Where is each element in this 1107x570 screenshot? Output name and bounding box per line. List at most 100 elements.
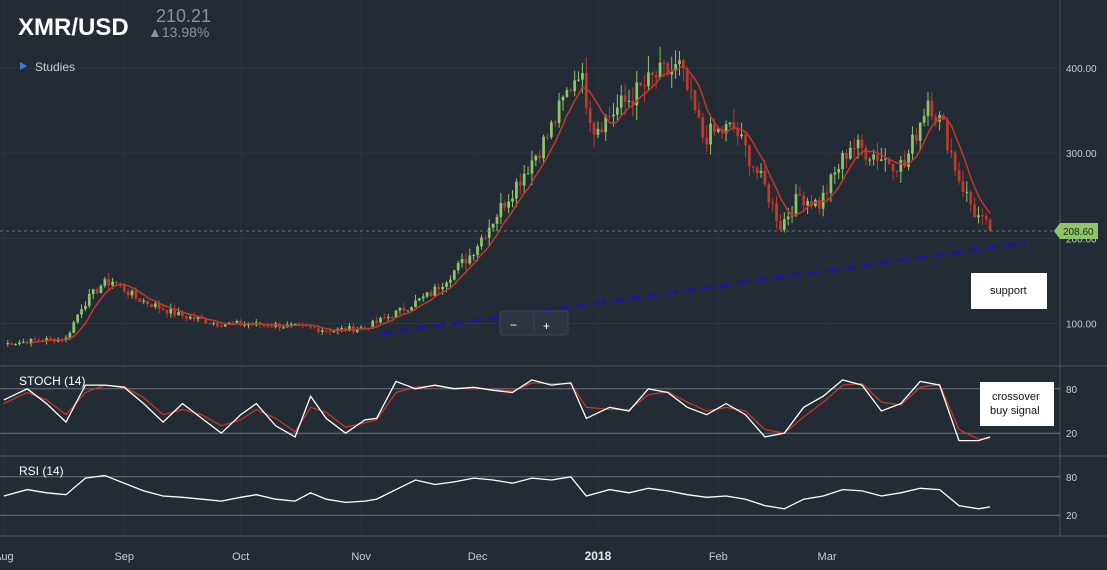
candle-body xyxy=(204,318,208,324)
oscillator-tick-label: 80 xyxy=(1066,385,1078,396)
candle-body xyxy=(398,307,402,311)
candle-body xyxy=(561,96,565,101)
candle-body xyxy=(437,286,441,290)
candle-body xyxy=(216,322,219,327)
oscillator-tick-label: 20 xyxy=(1066,429,1078,440)
crossover-note-line1: crossover xyxy=(992,391,1040,403)
candle-body xyxy=(460,259,464,264)
candle-body xyxy=(49,338,52,340)
candle-body xyxy=(779,221,782,230)
candle-body xyxy=(212,322,215,324)
candle-body xyxy=(848,147,852,159)
candle-body xyxy=(219,326,223,328)
candle-body xyxy=(980,215,984,217)
rsi-line xyxy=(3,474,991,510)
candle-body xyxy=(654,75,658,78)
play-icon xyxy=(20,62,27,70)
candle-body xyxy=(782,219,786,230)
candle-body xyxy=(433,286,437,297)
candle-body xyxy=(786,216,790,220)
candle-body xyxy=(37,339,41,341)
candle-body xyxy=(538,155,542,159)
candle-body xyxy=(573,80,577,92)
candle-body xyxy=(84,305,87,310)
candle-body xyxy=(429,292,433,297)
candle-body xyxy=(577,79,580,81)
candle-body xyxy=(856,139,860,149)
candle-body xyxy=(650,72,654,76)
candle-body xyxy=(612,114,615,117)
candle-body xyxy=(619,95,623,108)
candle-body xyxy=(549,122,553,138)
support-trendline xyxy=(380,240,1026,336)
candle-body xyxy=(472,255,476,257)
candle-body xyxy=(511,198,514,202)
candle-body xyxy=(188,316,192,319)
candle-body xyxy=(185,315,188,319)
candle-body xyxy=(247,324,250,326)
candle-body xyxy=(771,202,775,204)
candle-body xyxy=(91,289,95,295)
candle-body xyxy=(270,326,274,328)
candle-body xyxy=(845,153,848,159)
candle-body xyxy=(899,159,903,172)
candle-body xyxy=(709,123,712,145)
candle-body xyxy=(596,128,600,135)
candle-body xyxy=(328,330,332,332)
candle-body xyxy=(29,338,33,344)
candle-body xyxy=(515,181,518,199)
candle-body xyxy=(445,282,448,287)
candle-body xyxy=(522,173,526,186)
candle-body xyxy=(165,309,169,314)
candle-body xyxy=(546,136,549,138)
candle-body xyxy=(394,310,398,318)
candle-body xyxy=(759,170,763,173)
candle-body xyxy=(33,338,37,340)
time-tick-label: Nov xyxy=(351,551,371,563)
minus-icon: − xyxy=(510,318,517,332)
candle-body xyxy=(553,122,557,124)
symbol-title: XMR/USD xyxy=(18,14,129,41)
last-price: 210.21 xyxy=(156,6,211,26)
stoch-title: STOCH (14) xyxy=(19,374,85,388)
candle-body xyxy=(402,307,406,311)
candle-body xyxy=(887,158,891,164)
candle-body xyxy=(142,300,146,302)
candle-body xyxy=(126,291,130,296)
candle-body xyxy=(988,219,992,231)
studies-button[interactable]: Studies xyxy=(20,60,75,74)
candle-body xyxy=(763,170,767,185)
moving-average-layer xyxy=(31,65,991,344)
candle-body xyxy=(464,259,468,264)
candle-body xyxy=(130,290,134,296)
candle-body xyxy=(414,300,417,308)
candle-body xyxy=(740,134,743,137)
candle-body xyxy=(705,137,709,145)
candle-body xyxy=(386,316,390,318)
candle-body xyxy=(355,329,359,332)
candle-body xyxy=(157,303,161,309)
candle-body xyxy=(95,289,99,294)
candle-body xyxy=(181,312,184,316)
zoom-in-button[interactable]: + xyxy=(536,313,566,333)
time-tick-label: Sep xyxy=(114,551,134,563)
candle-body xyxy=(868,159,872,161)
candle-body xyxy=(880,159,883,161)
candle-body xyxy=(918,122,922,141)
candle-body xyxy=(266,325,270,327)
candle-body xyxy=(860,139,864,149)
candle-body xyxy=(751,166,755,168)
candle-body xyxy=(503,203,507,208)
zoom-out-button[interactable]: − xyxy=(502,313,532,333)
candle-body xyxy=(177,312,180,316)
candle-body xyxy=(639,82,643,86)
last-price-badge xyxy=(1054,223,1098,240)
candle-body xyxy=(425,292,429,297)
crossover-note-line2: buy signal xyxy=(990,405,1040,417)
candle-body xyxy=(480,237,483,247)
candle-body xyxy=(635,82,639,106)
candle-body xyxy=(379,317,382,323)
candle-body xyxy=(946,119,949,151)
